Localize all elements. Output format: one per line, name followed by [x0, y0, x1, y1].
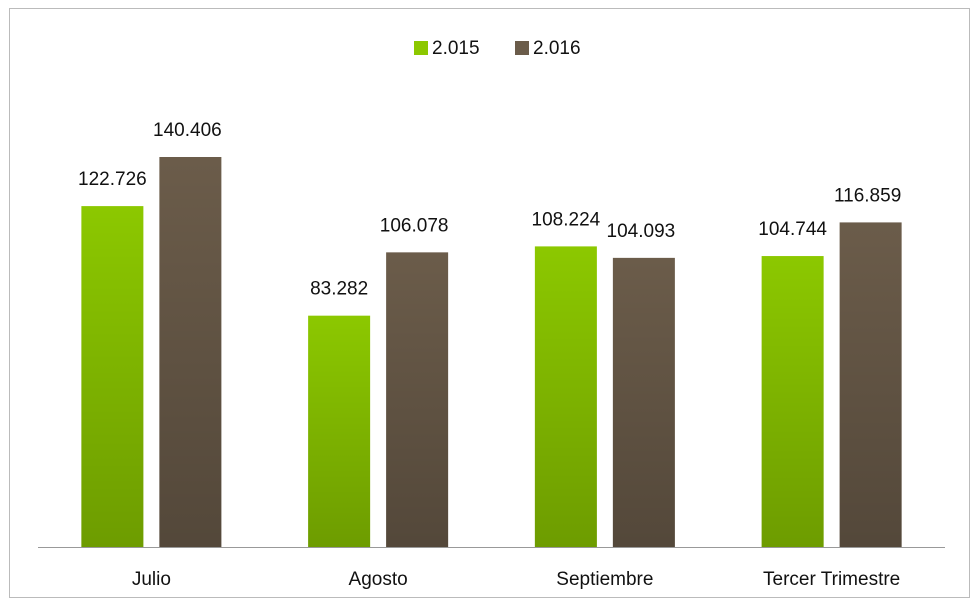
- data-label: 104.744: [758, 219, 827, 240]
- legend-label: 2.016: [533, 38, 581, 59]
- bar-shade: [534, 246, 597, 547]
- bar-shade: [386, 252, 449, 547]
- bar-shade: [81, 206, 144, 547]
- bar-shade: [159, 157, 222, 547]
- bar-shade: [612, 257, 675, 547]
- data-label: 106.078: [380, 215, 449, 236]
- data-label: 140.406: [153, 120, 222, 141]
- data-label: 83.282: [310, 279, 368, 300]
- legend-swatch: [414, 41, 428, 55]
- bar-shade: [839, 222, 902, 548]
- legend-label: 2.015: [432, 38, 480, 59]
- data-label: 116.859: [834, 185, 901, 206]
- legend-swatch: [515, 41, 529, 55]
- x-tick-label: Julio: [132, 569, 171, 590]
- data-label: 108.224: [532, 209, 601, 230]
- data-label: 122.726: [78, 169, 147, 190]
- x-tick-label: Tercer Trimestre: [763, 569, 900, 590]
- x-tick-label: Septiembre: [556, 569, 653, 590]
- bar-shade: [308, 315, 371, 547]
- data-label: 104.093: [607, 221, 676, 242]
- x-tick-label: Agosto: [349, 569, 408, 590]
- bar-shade: [761, 256, 824, 547]
- chart-border: [9, 8, 970, 598]
